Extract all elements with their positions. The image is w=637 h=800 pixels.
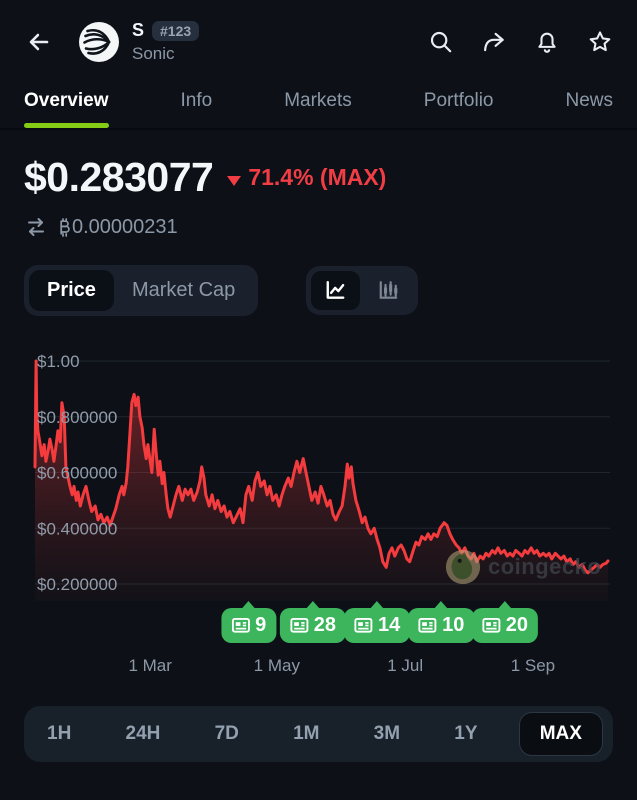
currency-swap-icon[interactable] [24,215,48,239]
range-button-1m[interactable]: 1M [293,723,320,744]
btc-symbol-icon [60,217,70,237]
news-count: 14 [377,614,401,636]
news-marker-badge[interactable]: 28 [279,601,347,643]
news-markers: 9 28 14 10 20 [35,601,608,646]
news-marker-badge[interactable]: 10 [408,601,475,643]
tab-bar: Overview Info Markets Portfolio News [0,90,637,130]
chart-type-toggle [306,266,419,315]
tab-news[interactable]: News [565,90,613,128]
y-tick-label: $0.200000 [37,575,117,594]
candlestick-chart-icon [380,281,398,299]
news-count: 9 [255,614,267,636]
price-block: $0.283077 71.4% (MAX) 0.00000231 [0,154,637,239]
newspaper-icon [418,617,437,633]
newspaper-icon [482,617,501,633]
news-count: 20 [505,614,528,636]
chart-controls: Price Market Cap [0,265,637,316]
y-axis-labels: $1.00 $0.800000 $0.600000 $0.400000 $0.20000… [37,352,117,594]
range-button-3m[interactable]: 3M [373,723,401,744]
line-chart-icon [326,280,345,299]
x-tick-label: 1 May [253,656,300,675]
coin-meta: S #123 Sonic [132,20,200,64]
tab-label: Info [180,90,213,111]
y-tick-label: $0.600000 [37,464,117,483]
tab-markets[interactable]: Markets [284,90,352,128]
metric-toggle: Price Market Cap [24,265,259,316]
news-marker-badge[interactable]: 14 [343,601,411,643]
news-marker-badge[interactable]: 9 [221,601,277,643]
tab-label: Portfolio [423,90,494,111]
tab-overview[interactable]: Overview [24,90,109,128]
y-tick-label: $1.00 [37,352,80,371]
metric-option-market-cap[interactable]: Market Cap [131,279,236,301]
y-tick-label: $0.400000 [37,519,117,538]
price-change: 71.4% (MAX) [248,164,387,190]
header: S #123 Sonic [0,0,637,66]
tab-label: Markets [284,90,352,111]
price-down-arrow-icon [227,175,242,186]
star-icon[interactable] [587,29,613,55]
tab-label: News [565,90,613,111]
header-actions [428,29,613,55]
tab-info[interactable]: Info [181,90,213,128]
price-usd: $0.283077 [24,154,214,200]
metric-option-price[interactable]: Price [29,270,114,311]
y-tick-label: $0.800000 [37,408,117,427]
news-count: 28 [313,614,337,636]
bell-icon[interactable] [534,29,560,55]
price-chart[interactable]: $1.00 $0.800000 $0.600000 $0.400000 $0.20000… [0,336,637,601]
tab-label: Overview [24,90,109,111]
x-tick-label: 1 Mar [128,656,172,675]
line-chart-button[interactable] [311,271,361,310]
newspaper-icon [290,617,309,633]
price-line [33,359,610,575]
tab-portfolio[interactable]: Portfolio [424,90,494,128]
search-icon[interactable] [428,29,454,55]
coin-rank-badge: #123 [152,20,200,41]
coin-symbol: S [132,20,145,41]
range-button-max[interactable]: MAX [518,712,603,756]
x-tick-label: 1 Sep [510,656,556,675]
newspaper-icon [354,617,373,633]
back-icon[interactable] [24,27,54,57]
price-area [35,361,608,601]
chart-section: $1.00 $0.800000 $0.600000 $0.400000 $0.20000… [0,336,637,684]
coin-name: Sonic [132,44,175,64]
candlestick-chart-button[interactable] [364,271,413,310]
sonic-coin-logo [79,22,119,62]
time-range-bar: 1H 24H 7D 1M 3M 1Y MAX [24,706,613,762]
btc-amount: 0.00000231 [72,215,178,238]
news-count: 10 [442,614,465,636]
share-icon[interactable] [481,29,507,55]
newspaper-icon [231,617,250,633]
range-button-1y[interactable]: 1Y [454,723,478,744]
range-button-1h[interactable]: 1H [47,723,72,744]
news-marker-badge[interactable]: 20 [471,601,538,643]
x-axis-labels: 1 Mar 1 May 1 Jul 1 Sep [35,656,608,680]
btc-price: 0.00000231 [58,216,178,239]
range-button-24h[interactable]: 24H [125,723,161,744]
range-button-7d[interactable]: 7D [214,723,239,744]
x-tick-label: 1 Jul [387,656,424,675]
